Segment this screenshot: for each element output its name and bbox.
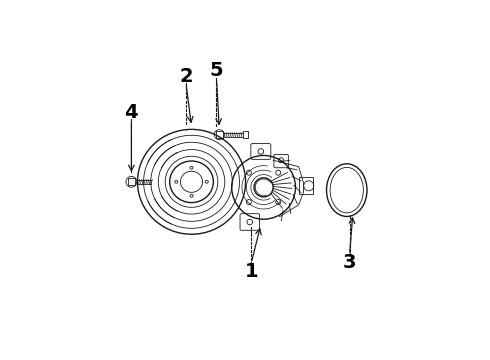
Text: 5: 5 (210, 62, 223, 80)
Bar (216, 131, 222, 138)
Text: 1: 1 (245, 262, 258, 282)
Text: 4: 4 (124, 103, 138, 122)
Text: 3: 3 (343, 253, 356, 272)
Text: 2: 2 (179, 67, 193, 86)
Bar (243, 131, 248, 138)
Bar (128, 178, 135, 185)
